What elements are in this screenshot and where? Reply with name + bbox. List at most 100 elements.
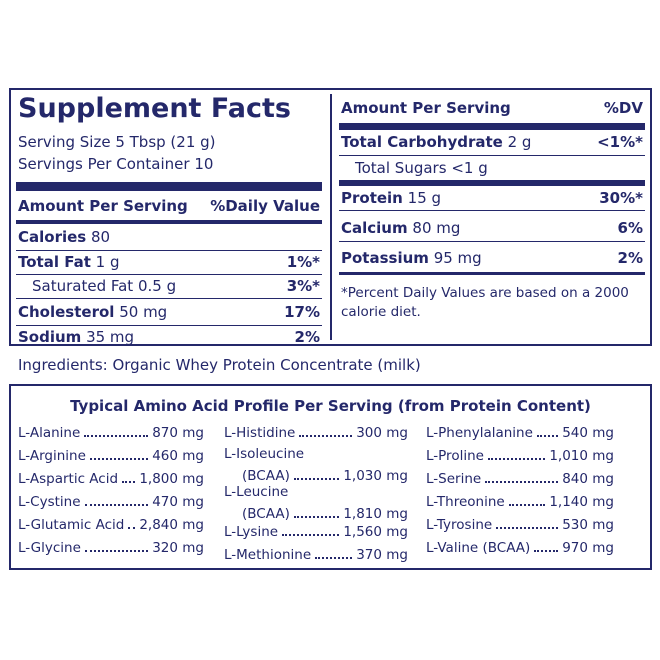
rule [339, 272, 645, 275]
row-rule [16, 325, 322, 326]
amino-box [9, 384, 652, 570]
nutrient-row: Saturated Fat 0.5 g 3%* [18, 275, 320, 297]
daily-value: 1%* [286, 253, 320, 271]
amino-name: L-Threonine [426, 494, 505, 510]
nutrient-row: Total Carbohydrate 2 g <1%* [341, 131, 643, 153]
amino-row: L-Aspartic Acid 1,800 mg [18, 469, 204, 489]
leader [485, 481, 559, 483]
nutrient: Cholesterol 50 mg [18, 303, 167, 321]
footnote: *Percent Daily Values are based on a 200… [341, 285, 629, 320]
amino-row: L-Methionine 370 mg [224, 545, 408, 565]
daily-value: 3%* [286, 277, 320, 295]
nutrient-amount: 2 g [507, 133, 532, 151]
nutrient-name: Saturated Fat [32, 277, 134, 295]
header-dv: %DV [603, 99, 643, 117]
leader [293, 516, 340, 518]
amino-name: L-Aspartic Acid [18, 471, 119, 487]
amino-amount: 530 mg [562, 517, 614, 533]
leader [282, 534, 340, 536]
row-rule [339, 210, 645, 211]
amino-row: L-Glycine 320 mg [18, 538, 204, 558]
leader [508, 504, 546, 506]
nutrient-row: Potassium 95 mg 2% [341, 247, 643, 269]
amino-amount: 1,010 mg [549, 448, 614, 464]
amino-amount: 970 mg [562, 540, 614, 556]
amino-name: L-Phenylalanine [426, 425, 533, 441]
nutrient-name: Sodium [18, 328, 82, 346]
amino-name: (BCAA) [242, 506, 290, 522]
leader [84, 435, 149, 437]
nutrient-name: Calories [18, 228, 87, 246]
amino-amount: 320 mg [152, 540, 204, 556]
daily-value: <1%* [597, 133, 643, 151]
amino-row: L-Arginine 460 mg [18, 446, 204, 466]
amino-amount: 840 mg [562, 471, 614, 487]
header-dv: %Daily Value [210, 197, 320, 215]
amino-row: L-Tyrosine 530 mg [426, 515, 614, 535]
nutrient-row: Protein 15 g 30%* [341, 187, 643, 209]
nutrient-amount: 1 g [95, 253, 120, 271]
amino-name: L-Histidine [224, 425, 296, 441]
header-amount: Amount Per Serving [341, 99, 511, 117]
nutrient-amount: 35 mg [86, 328, 135, 346]
nutrient-row: Cholesterol 50 mg 17% [18, 301, 320, 323]
amino-row: L-Proline 1,010 mg [426, 446, 614, 466]
row-rule [16, 250, 322, 251]
leader [89, 458, 149, 460]
nutrient-name: Total Fat [18, 253, 91, 271]
nutrient-row: Total Sugars <1 g [341, 157, 643, 179]
rule [16, 182, 322, 191]
amino-amount: 2,840 mg [139, 517, 204, 533]
amino-row: L-Serine 840 mg [426, 469, 614, 489]
nutrient-name: Potassium [341, 249, 429, 267]
ingredients: Ingredients: Organic Whey Protein Concen… [18, 356, 421, 374]
nutrient: Sodium 35 mg [18, 328, 134, 346]
nutrient: Calcium 80 mg [341, 219, 460, 237]
nutrient: Calories 80 [18, 228, 110, 246]
amino-amount: 1,810 mg [343, 506, 408, 522]
amino-row: L-Lysine 1,560 mg [224, 522, 408, 542]
leader [534, 550, 559, 552]
nutrient-row: Sodium 35 mg 2% [18, 326, 320, 348]
leader [487, 458, 546, 460]
row-rule [339, 241, 645, 242]
amino-amount: 1,030 mg [343, 468, 408, 484]
amino-row: L-Alanine 870 mg [18, 423, 204, 443]
amino-name: L-Arginine [18, 448, 86, 464]
servings-per-container: Servings Per Container 10 [18, 155, 214, 173]
amino-row: L-Cystine 470 mg [18, 492, 204, 512]
amino-name: L-Lysine [224, 524, 279, 540]
amino-name: L-Valine (BCAA) [426, 540, 531, 556]
nutrient-name: Total Sugars [355, 159, 447, 177]
amino-name: L-Isoleucine [224, 446, 305, 462]
header-row: Amount Per Serving %DV [341, 97, 643, 119]
amino-amount: 870 mg [152, 425, 204, 441]
nutrient-amount: 80 [91, 228, 111, 246]
leader [128, 527, 136, 529]
rule [16, 220, 322, 224]
leader [299, 435, 353, 437]
nutrient-row: Calories 80 [18, 226, 320, 248]
nutrient-row: Calcium 80 mg 6% [341, 217, 643, 239]
nutrient-amount: <1 g [451, 159, 488, 177]
amino-row: (BCAA) 1,810 mg [224, 504, 408, 524]
amino-name: L-Leucine [224, 484, 289, 500]
amino-name: L-Glutamic Acid [18, 517, 125, 533]
daily-value: 6% [617, 219, 643, 237]
amino-row: (BCAA) 1,030 mg [224, 466, 408, 486]
amino-amount: 370 mg [356, 547, 408, 563]
daily-value: 2% [294, 328, 320, 346]
divider [330, 94, 332, 340]
header-row: Amount Per Serving %Daily Value [18, 195, 320, 217]
leader [84, 550, 149, 552]
facts-box [9, 88, 652, 346]
amino-row: L-Valine (BCAA) 970 mg [426, 538, 614, 558]
amino-title: Typical Amino Acid Profile Per Serving (… [70, 397, 591, 415]
leader [536, 435, 559, 437]
nutrient-amount: 15 g [407, 189, 442, 207]
nutrient: Total Fat 1 g [18, 253, 120, 271]
serving-size: Serving Size 5 Tbsp (21 g) [18, 133, 216, 151]
row-rule [339, 155, 645, 156]
nutrient-row: Total Fat 1 g 1%* [18, 251, 320, 273]
